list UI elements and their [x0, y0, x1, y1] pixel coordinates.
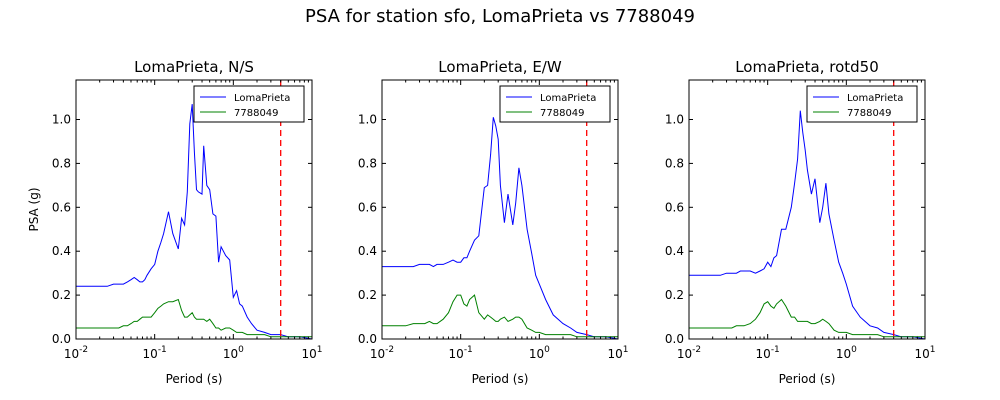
x-tick-exponent: -2	[79, 345, 88, 355]
x-axis-label: Period (s)	[472, 372, 529, 386]
x-tick-exponent: 1	[930, 345, 936, 355]
y-tick-label: 0.4	[665, 244, 684, 258]
y-tick-label: 0.8	[52, 156, 71, 170]
x-tick-base: 10	[370, 347, 385, 361]
x-tick-exponent: 1	[317, 345, 323, 355]
series-line-7788049	[689, 298, 925, 338]
x-tick-base: 10	[836, 347, 851, 361]
y-tick-label: 0.4	[358, 244, 377, 258]
x-tick-label: 100	[836, 345, 857, 361]
legend-box	[193, 85, 305, 123]
legend-box	[806, 85, 918, 123]
x-tick-label: 10-2	[370, 345, 394, 361]
y-tick-label: 0.2	[358, 288, 377, 302]
series-line-lomaprieta	[689, 110, 925, 339]
panel-title: LomaPrieta, N/S	[134, 58, 254, 76]
x-tick-base: 10	[756, 347, 771, 361]
series-line-7788049	[382, 294, 618, 338]
legend-entry: 7788049	[540, 108, 585, 119]
x-tick-base: 10	[677, 347, 692, 361]
x-tick-exponent: 0	[851, 345, 857, 355]
x-tick-base: 10	[914, 347, 929, 361]
series-line-7788049	[76, 298, 312, 338]
x-tick-base: 10	[449, 347, 464, 361]
y-tick-label: 1.0	[358, 113, 377, 127]
x-tick-base: 10	[529, 347, 544, 361]
axes-frame	[688, 79, 926, 340]
chart-panel-3: LomaPrieta, rotd500.00.20.40.60.81.010-2…	[665, 58, 936, 386]
x-tick-base: 10	[143, 347, 158, 361]
x-tick-base: 10	[223, 347, 238, 361]
y-tick-label: 0.0	[358, 332, 377, 346]
y-tick-label: 0.0	[665, 332, 684, 346]
x-tick-label: 10-1	[143, 345, 167, 361]
legend-entry: LomaPrieta	[234, 93, 290, 104]
figure-title: PSA for station sfo, LomaPrieta vs 77880…	[305, 6, 695, 27]
axes-frame	[75, 79, 313, 340]
y-tick-label: 0.6	[665, 200, 684, 214]
x-tick-label: 10-2	[677, 345, 701, 361]
y-tick-label: 0.8	[665, 156, 684, 170]
x-tick-label: 10-1	[449, 345, 473, 361]
y-tick-label: 0.2	[665, 288, 684, 302]
x-tick-label: 10-2	[64, 345, 88, 361]
chart-panel-1: LomaPrieta, N/S0.00.20.40.60.81.010-2 10-…	[27, 58, 323, 386]
series-line-lomaprieta	[76, 104, 312, 339]
x-tick-exponent: -1	[464, 345, 473, 355]
legend: LomaPrieta 7788049	[193, 85, 305, 123]
x-axis-label: Period (s)	[779, 372, 836, 386]
y-axis-label: PSA (g)	[27, 187, 41, 231]
x-tick-label: 100	[529, 345, 550, 361]
x-tick-exponent: 0	[238, 345, 244, 355]
y-tick-label: 0.0	[52, 332, 71, 346]
x-tick-exponent: -2	[385, 345, 394, 355]
legend-entry: LomaPrieta	[847, 93, 903, 104]
series-line-lomaprieta	[382, 117, 618, 339]
y-tick-label: 0.4	[52, 244, 71, 258]
panel-title: LomaPrieta, E/W	[438, 58, 562, 76]
legend-entry: 7788049	[234, 108, 279, 119]
y-tick-label: 0.6	[52, 200, 71, 214]
y-tick-label: 1.0	[52, 113, 71, 127]
legend: LomaPrieta 7788049	[806, 85, 918, 123]
x-tick-exponent: -1	[771, 345, 780, 355]
y-tick-label: 1.0	[665, 113, 684, 127]
legend-entry: LomaPrieta	[540, 93, 596, 104]
x-tick-base: 10	[607, 347, 622, 361]
x-tick-base: 10	[301, 347, 316, 361]
panels: LomaPrieta, N/S0.00.20.40.60.81.010-2 10-…	[27, 58, 936, 386]
legend: LomaPrieta 7788049	[499, 85, 611, 123]
x-tick-label: 101	[607, 345, 628, 361]
x-tick-label: 100	[223, 345, 244, 361]
panel-title: LomaPrieta, rotd50	[735, 58, 879, 76]
x-tick-exponent: 1	[623, 345, 629, 355]
x-tick-exponent: -2	[692, 345, 701, 355]
y-tick-label: 0.6	[358, 200, 377, 214]
y-tick-label: 0.2	[52, 288, 71, 302]
x-tick-label: 10-1	[756, 345, 780, 361]
x-tick-exponent: 0	[544, 345, 550, 355]
axes-frame	[381, 79, 619, 340]
x-axis-label: Period (s)	[166, 372, 223, 386]
x-tick-exponent: -1	[158, 345, 167, 355]
x-tick-base: 10	[64, 347, 79, 361]
x-tick-label: 101	[914, 345, 935, 361]
legend-entry: 7788049	[847, 108, 892, 119]
x-tick-label: 101	[301, 345, 322, 361]
y-tick-label: 0.8	[358, 156, 377, 170]
chart-panel-2: LomaPrieta, E/W0.00.20.40.60.81.010-2 10-…	[358, 58, 629, 386]
legend-box	[499, 85, 611, 123]
